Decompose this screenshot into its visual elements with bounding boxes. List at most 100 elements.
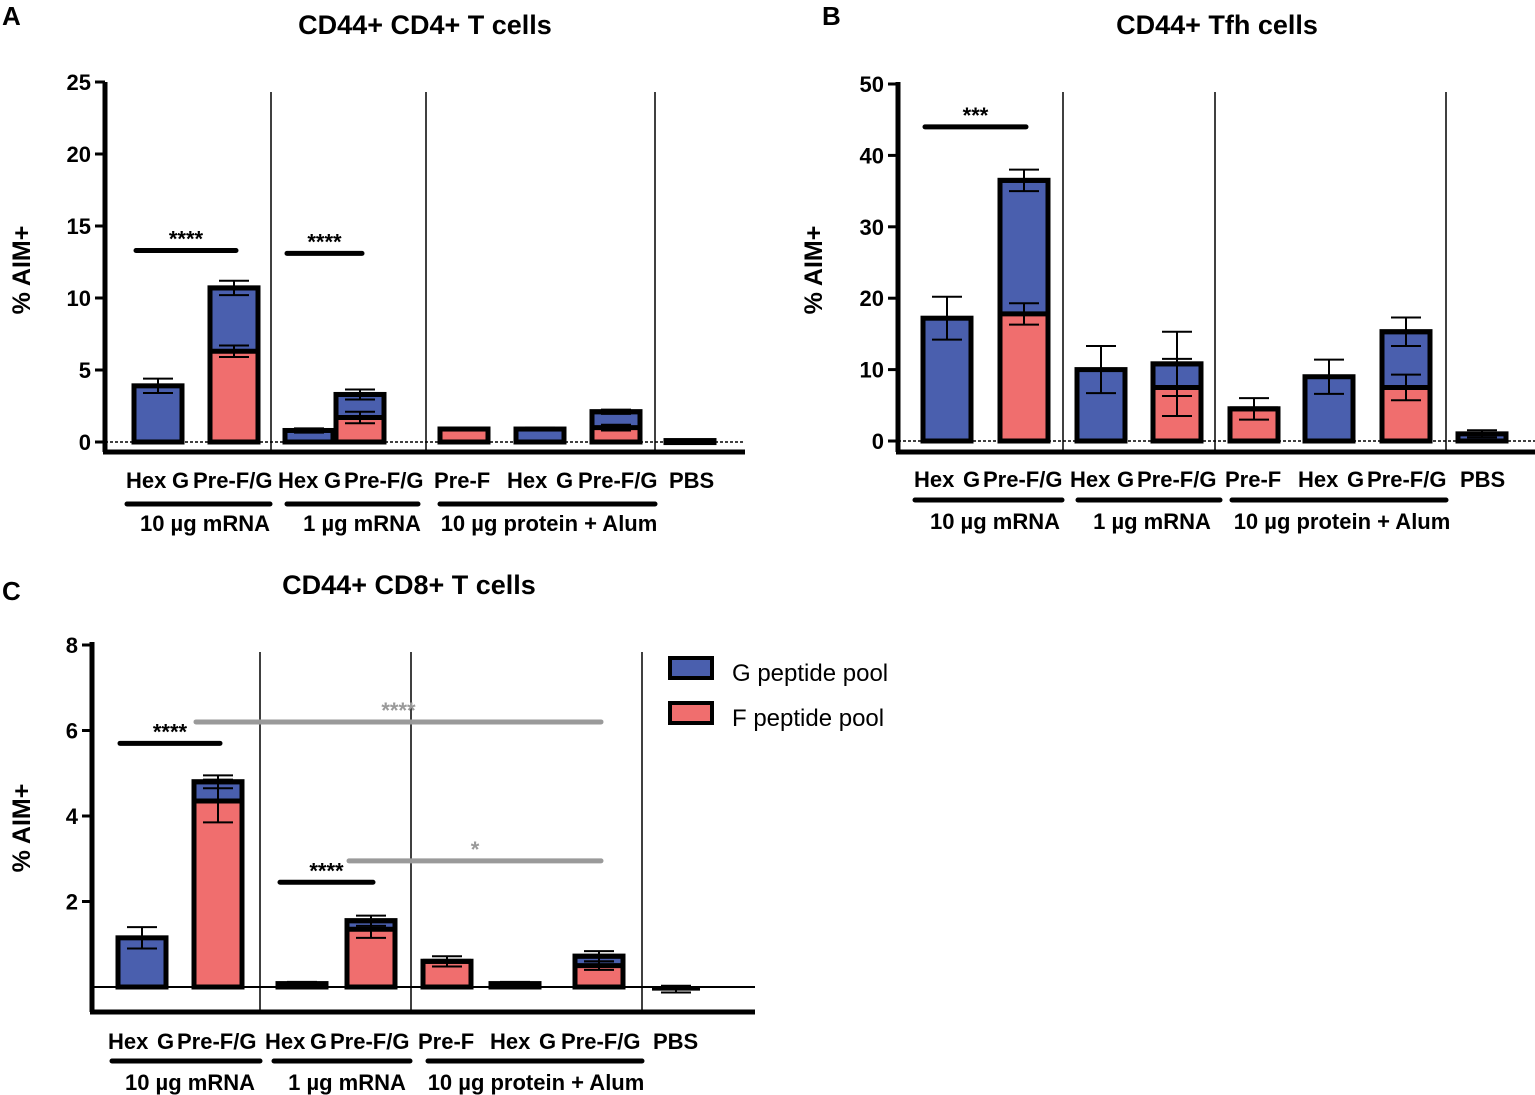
bar-segment-f [196,801,240,985]
bar-1 [131,377,185,445]
x-tick-label: Hex [914,467,955,492]
bar-7 [1379,316,1433,444]
panel-a: A CD44+ CD4+ T cells % AIM+ 0 5 10 15 20 25 **** *… [2,1,745,536]
group-label: 10 µg mRNA [140,511,270,536]
x-tick-label: Hex [126,468,167,493]
legend-swatch-g [668,656,714,680]
y-axis-label: % AIM+ [800,226,828,315]
group-label: 10 µg protein + Alum [441,511,658,536]
bar-4 [344,914,398,990]
x-tick-label: Hex [490,1029,531,1054]
bar-2 [207,279,261,445]
bar-segment-f [1002,313,1046,439]
bar-6 [513,426,567,445]
significance-label: *** [963,103,989,128]
significance-1: **** [133,226,239,253]
x-tick-label: PBS [669,468,714,493]
significance-label: **** [307,229,342,254]
significance-3: **** [193,698,604,725]
y-tick-label: 6 [66,719,78,744]
y-tick-label: 10 [67,286,91,311]
bar-4 [1150,330,1204,444]
legend-label: G peptide pool [732,660,888,687]
bar-8 [1455,429,1509,444]
group-label: 1 µg mRNA [1093,509,1211,534]
x-tick-label: Pre-F/G [561,1029,640,1054]
bar-4 [333,388,387,445]
bar-segment-f [212,351,256,440]
x-tick-label: Hex [278,468,319,493]
significance-1: *** [922,103,1029,130]
bar-segment-f [442,429,486,440]
group-label: 10 µg mRNA [125,1070,255,1095]
bar-1 [920,295,974,444]
x-tick-label: Pre-F/G [193,468,272,493]
y-tick-label: 0 [872,429,884,454]
bar-5 [420,955,474,990]
bar-segment-g [131,383,185,445]
y-tick-label: 30 [860,215,884,240]
bar-3 [275,980,329,990]
legend-item-g: G peptide pool [668,656,888,687]
y-tick-label: 0 [79,430,91,455]
bar-7 [572,950,626,990]
x-tick-label: Pre-F [434,468,490,493]
bar-2 [191,774,245,990]
x-tick-label: Pre-F/G [344,468,423,493]
x-tick-label: Pre-F [1225,467,1281,492]
x-tick-label: Hex [108,1029,149,1054]
bar-2 [997,168,1051,444]
y-tick-label: 25 [67,70,91,95]
bar-6 [488,980,542,990]
x-tick-label: G [1117,467,1134,492]
x-tick-label: Pre-F/G [578,468,657,493]
x-tick-label: Pre-F/G [330,1029,409,1054]
x-tick-label: G [539,1029,556,1054]
bar-5 [1227,397,1281,444]
x-tick-label: Pre-F/G [1137,467,1216,492]
group-label: 10 µg protein + Alum [1234,509,1451,534]
y-tick-label: 20 [67,142,91,167]
bar-7 [589,408,643,445]
significance-2: **** [284,229,365,256]
bar-6 [1302,358,1356,444]
x-tick-label: G [324,468,341,493]
panel-c: C CD44+ CD8+ T cells% AIM+2468***********… [2,570,755,1095]
x-tick-label: G [157,1029,174,1054]
chart-title: CD44+ Tfh cells [1116,10,1318,40]
y-tick-label: 10 [860,358,884,383]
panel-letter: C [2,576,21,606]
significance-label: * [471,837,480,862]
bar-3 [282,427,336,445]
x-tick-label: PBS [653,1029,698,1054]
y-tick-label: 2 [66,890,78,915]
y-tick-label: 50 [860,72,884,97]
significance-label: **** [169,226,204,251]
group-label: 10 µg protein + Alum [428,1070,645,1095]
y-tick-label: 4 [66,804,79,829]
bar-5 [437,426,491,445]
panel-letter: A [2,1,21,31]
significance-2: **** [277,858,376,885]
x-tick-label: Pre-F [418,1029,474,1054]
x-tick-label: G [172,468,189,493]
x-tick-label: PBS [1460,467,1505,492]
x-tick-label: Pre-F/G [177,1029,256,1054]
bar-3 [1074,345,1128,444]
group-label: 10 µg mRNA [930,509,1060,534]
x-tick-label: Hex [1070,467,1111,492]
x-tick-label: G [963,467,980,492]
legend-item-f: F peptide pool [668,701,884,732]
significance-label: **** [381,698,416,723]
x-tick-label: Pre-F/G [1367,467,1446,492]
x-tick-label: Hex [507,468,548,493]
group-label: 1 µg mRNA [303,511,421,536]
x-tick-label: Pre-F/G [983,467,1062,492]
x-tick-label: G [310,1029,327,1054]
bar-8 [652,984,700,994]
y-axis-label: % AIM+ [8,784,36,873]
chart-title: CD44+ CD8+ T cells [282,570,536,600]
y-tick-label: 5 [79,358,91,383]
